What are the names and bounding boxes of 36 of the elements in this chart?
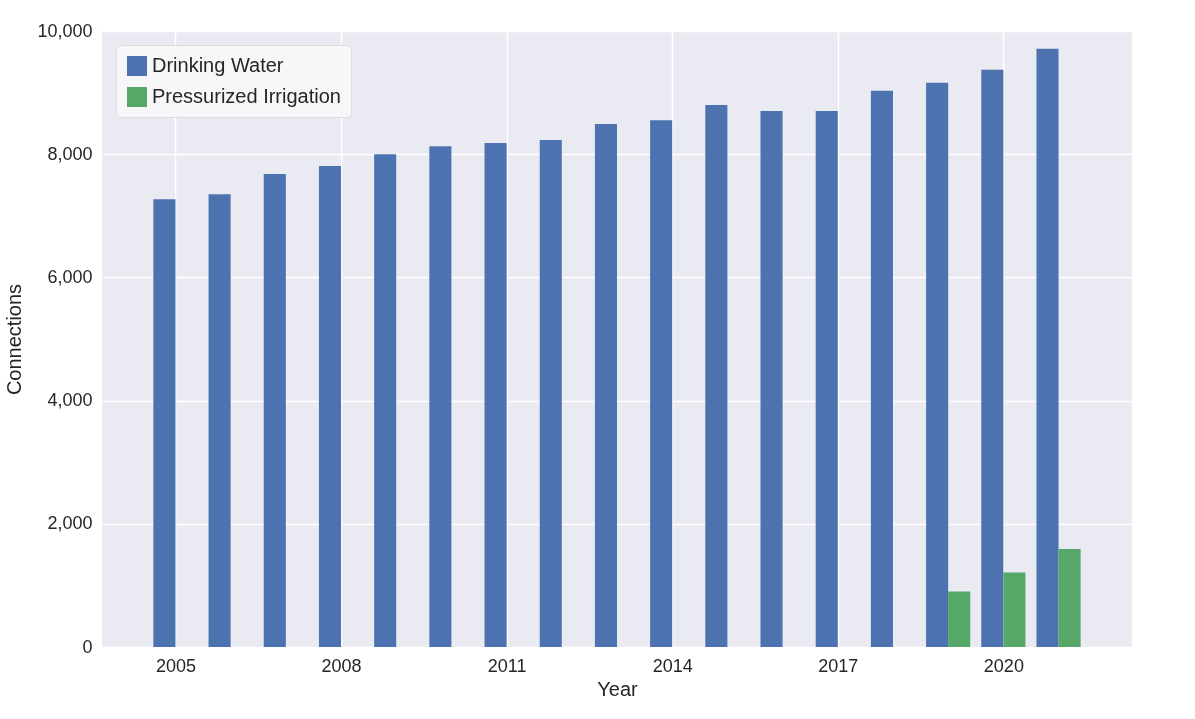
bar [539,140,562,647]
y-tick-label: 8,000 [47,143,93,164]
bar [870,90,893,647]
x-tick-label: 2020 [983,655,1024,676]
bar [263,173,286,647]
x-tick-label: 2011 [487,655,527,676]
y-tick-label: 2,000 [47,513,93,534]
bar [594,124,617,647]
bar [318,165,342,647]
bar [429,146,452,647]
bar [374,154,397,647]
bar [760,111,783,647]
y-axis-title: Connections [3,283,26,396]
bar [926,82,949,647]
bar [981,69,1004,647]
bar [1003,572,1026,647]
bar [705,104,728,647]
x-tick-label: 2005 [155,655,196,676]
bar [484,143,507,647]
bar [208,194,231,647]
x-tick-label: 2008 [321,655,362,676]
x-tick-label: 2014 [652,655,693,676]
bar [1058,549,1081,647]
legend-label: Pressurized Irrigation [152,85,341,107]
y-tick-label: 10,000 [37,20,93,41]
bar [1036,48,1059,647]
legend-label: Drinking Water [152,54,284,76]
bar [815,111,838,647]
bar [948,591,971,647]
x-tick-label: 2017 [818,655,859,676]
y-tick-label: 0 [82,636,93,657]
bar [153,199,176,647]
y-tick-label: 6,000 [47,266,93,287]
x-axis-title: Year [597,677,639,700]
bar [650,120,673,647]
y-tick-label: 4,000 [47,390,93,411]
